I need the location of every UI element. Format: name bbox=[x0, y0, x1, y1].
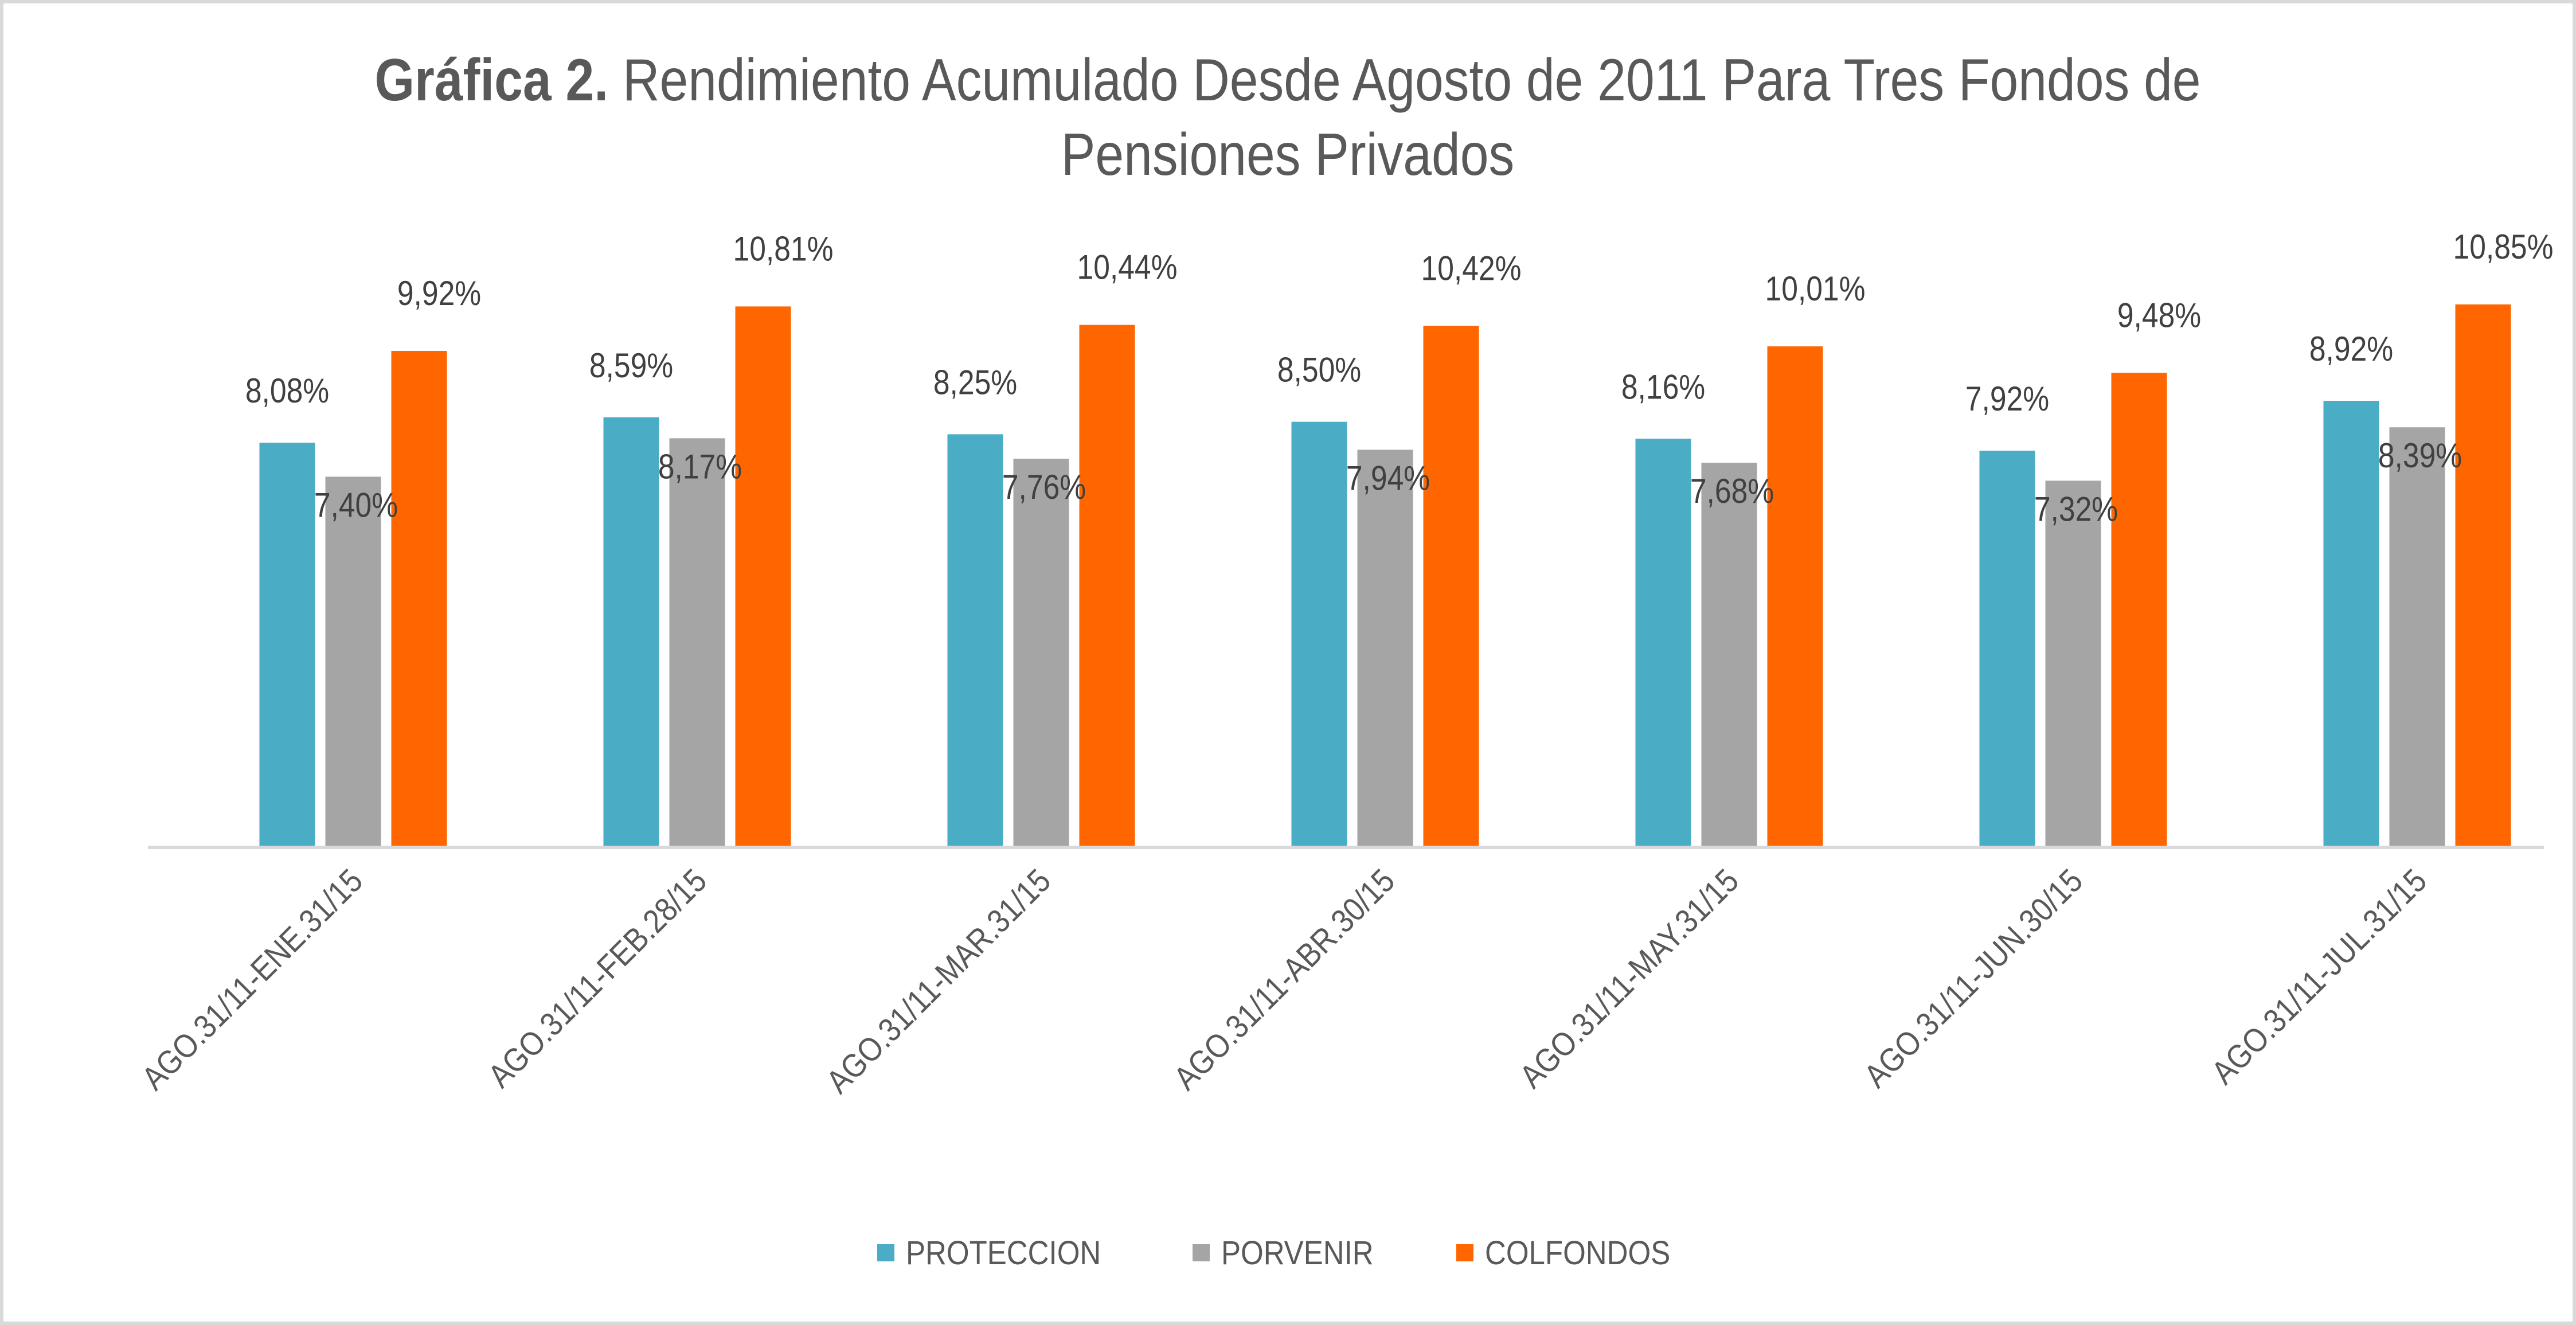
bars-layer bbox=[259, 304, 2511, 846]
bar-porvenir bbox=[1701, 463, 1757, 846]
data-label-porvenir: 7,94% bbox=[1346, 459, 1430, 498]
bar-colfondos bbox=[1767, 346, 1823, 846]
legend-swatch-proteccion bbox=[877, 1244, 894, 1261]
bar-colfondos bbox=[735, 306, 791, 846]
data-label-proteccion: 8,25% bbox=[933, 363, 1017, 402]
bar-colfondos bbox=[391, 350, 447, 846]
chart-title-bold: Gráfica 2. bbox=[374, 46, 608, 114]
bar-colfondos bbox=[1079, 325, 1135, 846]
data-label-porvenir: 7,68% bbox=[1690, 471, 1774, 510]
legend-label-porvenir: PORVENIR bbox=[1221, 1234, 1374, 1272]
bar-proteccion bbox=[259, 443, 315, 846]
data-label-proteccion: 8,92% bbox=[2309, 329, 2393, 368]
data-label-proteccion: 8,59% bbox=[589, 346, 673, 385]
bar-colfondos bbox=[1423, 326, 1479, 846]
legend-label-colfondos: COLFONDOS bbox=[1485, 1234, 1670, 1272]
legend-swatch-porvenir bbox=[1193, 1244, 1210, 1261]
data-label-porvenir: 8,39% bbox=[2378, 436, 2462, 475]
chart-title-line2: Pensiones Privados bbox=[1061, 121, 1514, 188]
data-label-proteccion: 8,08% bbox=[245, 372, 329, 411]
legend: PROTECCION PORVENIR COLFONDOS bbox=[877, 1234, 1670, 1272]
chart-title: Gráfica 2. Rendimiento Acumulado Desde A… bbox=[374, 46, 2200, 114]
data-label-proteccion: 7,92% bbox=[1965, 379, 2049, 418]
data-label-porvenir: 7,32% bbox=[2034, 490, 2118, 529]
legend-swatch-colfondos bbox=[1456, 1244, 1473, 1261]
data-label-porvenir: 7,76% bbox=[1002, 467, 1086, 506]
bar-colfondos bbox=[2455, 304, 2511, 846]
bar-proteccion bbox=[1635, 439, 1691, 846]
data-label-colfondos: 9,48% bbox=[2117, 296, 2201, 335]
legend-label-proteccion: PROTECCION bbox=[906, 1234, 1101, 1272]
data-label-proteccion: 8,50% bbox=[1277, 350, 1361, 389]
bar-porvenir bbox=[2045, 480, 2101, 846]
data-label-colfondos: 10,01% bbox=[1765, 269, 1866, 308]
bar-colfondos bbox=[2111, 373, 2167, 846]
data-label-colfondos: 10,81% bbox=[733, 229, 834, 268]
bar-proteccion bbox=[603, 417, 659, 846]
data-label-porvenir: 8,17% bbox=[658, 447, 742, 486]
data-label-proteccion: 8,16% bbox=[1621, 368, 1705, 407]
data-label-porvenir: 7,40% bbox=[314, 486, 398, 525]
data-label-colfondos: 10,44% bbox=[1077, 248, 1178, 287]
chart-title-rest: Rendimiento Acumulado Desde Agosto de 20… bbox=[608, 46, 2200, 114]
bar-proteccion bbox=[1291, 421, 1347, 846]
data-label-colfondos: 10,85% bbox=[2453, 227, 2554, 266]
bar-porvenir bbox=[2389, 427, 2445, 846]
bar-porvenir bbox=[1357, 450, 1413, 846]
bar-proteccion bbox=[947, 434, 1003, 846]
bar-porvenir bbox=[325, 476, 381, 846]
data-label-colfondos: 10,42% bbox=[1421, 249, 1522, 288]
bar-porvenir bbox=[1013, 459, 1069, 846]
data-label-colfondos: 9,92% bbox=[397, 273, 481, 312]
bar-porvenir bbox=[669, 438, 725, 846]
bar-proteccion bbox=[1979, 451, 2035, 846]
bar-proteccion bbox=[2323, 401, 2379, 846]
data-labels-layer: 8,08% 7,40% 9,92% 8,59% 8,17% 10,81% 8,25% 7,76… bbox=[245, 227, 2554, 528]
